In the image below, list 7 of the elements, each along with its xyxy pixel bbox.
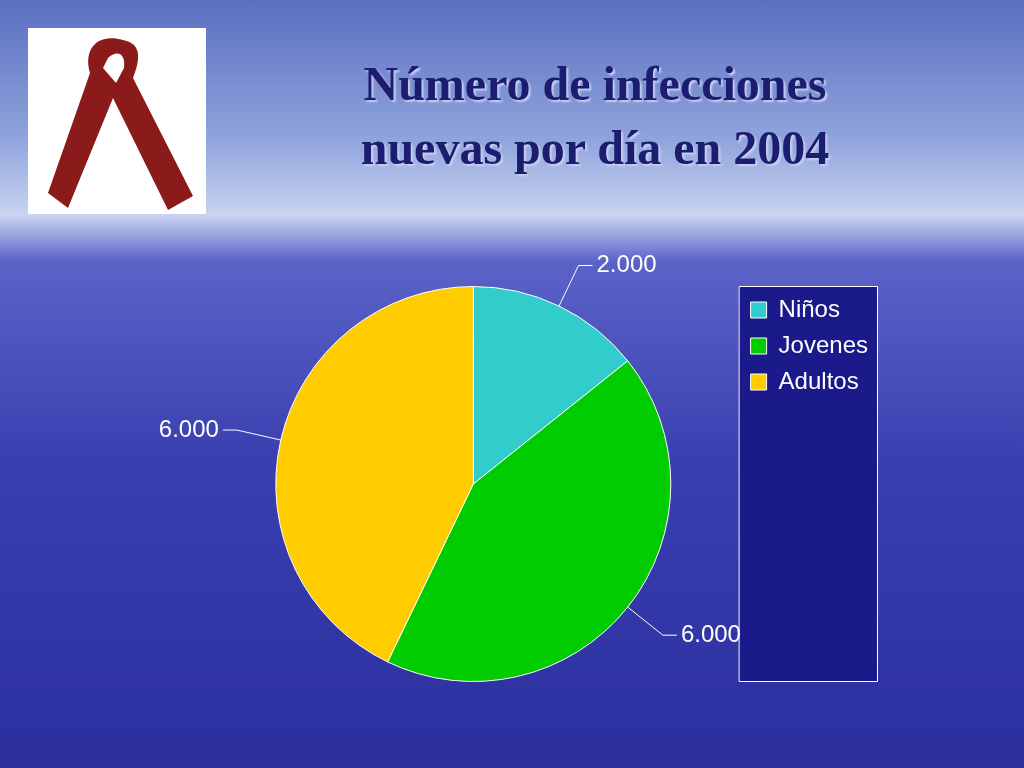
data-label: 2.000	[596, 250, 657, 278]
chart-title: Número de infecciones nuevas por día en 2004	[359, 56, 831, 176]
legend-label: Jovenes	[778, 330, 868, 358]
data-label: 6.000	[680, 619, 741, 647]
data-label: 6.000	[158, 414, 219, 442]
legend-label: Niños	[778, 294, 840, 322]
legend-label: Adultos	[778, 366, 859, 394]
